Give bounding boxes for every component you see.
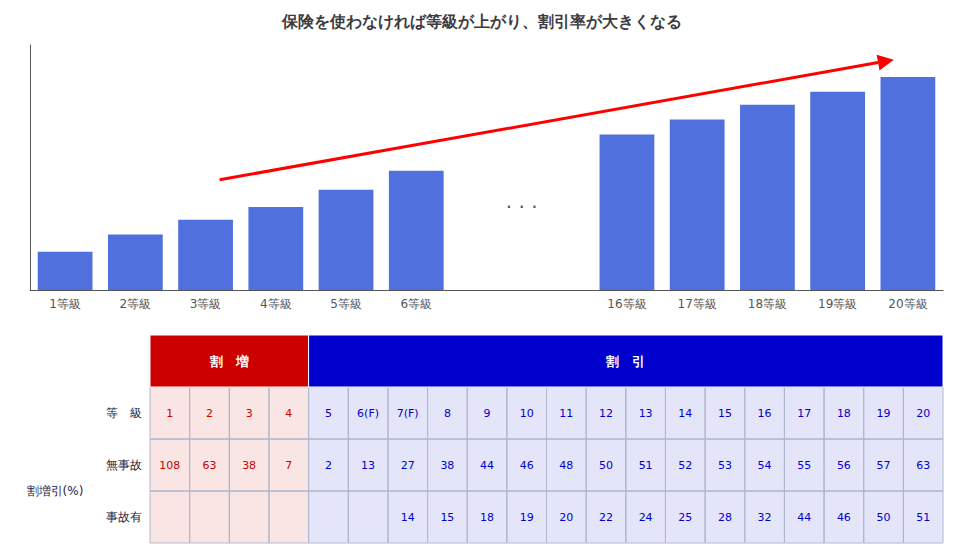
svg-text:保険を使わなければ等級が上がり、割引率が大きくなる: 保険を使わなければ等級が上がり、割引率が大きくなる: [281, 12, 682, 31]
svg-text:事故有: 事故有: [106, 510, 142, 524]
svg-text:17等級: 17等級: [678, 297, 717, 311]
svg-text:13: 13: [639, 407, 653, 420]
svg-text:20等級: 20等級: [888, 297, 927, 311]
svg-text:等 級: 等 級: [106, 406, 142, 420]
svg-text:1: 1: [166, 407, 173, 420]
svg-text:4等級: 4等級: [260, 297, 292, 311]
svg-text:. . .: . . .: [506, 189, 538, 213]
svg-text:5: 5: [325, 407, 332, 420]
svg-text:19等級: 19等級: [818, 297, 857, 311]
svg-text:15: 15: [718, 407, 732, 420]
svg-text:56: 56: [837, 459, 851, 472]
svg-text:7(F): 7(F): [397, 407, 419, 420]
svg-text:10: 10: [520, 407, 534, 420]
svg-text:13: 13: [361, 459, 375, 472]
svg-text:63: 63: [916, 459, 930, 472]
svg-text:51: 51: [639, 459, 653, 472]
svg-text:53: 53: [718, 459, 732, 472]
svg-text:16等級: 16等級: [607, 297, 646, 311]
svg-text:6等級: 6等級: [400, 297, 432, 311]
svg-text:46: 46: [837, 511, 851, 524]
svg-text:18: 18: [837, 407, 851, 420]
svg-text:18: 18: [480, 511, 494, 524]
svg-text:55: 55: [797, 459, 811, 472]
svg-text:27: 27: [401, 459, 415, 472]
svg-text:57: 57: [877, 459, 891, 472]
svg-text:割 引: 割 引: [605, 354, 645, 369]
svg-text:28: 28: [718, 511, 732, 524]
svg-text:8: 8: [444, 407, 451, 420]
svg-text:12: 12: [599, 407, 613, 420]
svg-text:4: 4: [285, 407, 292, 420]
svg-text:14: 14: [678, 407, 692, 420]
svg-text:14: 14: [401, 511, 415, 524]
svg-text:17: 17: [797, 407, 811, 420]
svg-text:52: 52: [678, 459, 692, 472]
svg-text:11: 11: [559, 407, 573, 420]
svg-text:3等級: 3等級: [190, 297, 222, 311]
svg-text:44: 44: [480, 459, 494, 472]
svg-text:19: 19: [520, 511, 534, 524]
svg-text:20: 20: [916, 407, 930, 420]
svg-text:20: 20: [559, 511, 573, 524]
svg-text:割増引(%): 割増引(%): [27, 484, 84, 498]
svg-text:48: 48: [559, 459, 573, 472]
svg-text:38: 38: [440, 459, 454, 472]
svg-text:51: 51: [916, 511, 930, 524]
svg-text:44: 44: [797, 511, 811, 524]
svg-text:6(F): 6(F): [357, 407, 379, 420]
svg-text:108: 108: [159, 459, 180, 472]
svg-text:63: 63: [202, 459, 216, 472]
svg-text:54: 54: [758, 459, 772, 472]
svg-text:50: 50: [877, 511, 891, 524]
svg-text:5等級: 5等級: [330, 297, 362, 311]
svg-text:46: 46: [520, 459, 534, 472]
svg-text:無事故: 無事故: [106, 458, 142, 472]
svg-text:18等級: 18等級: [748, 297, 787, 311]
svg-text:19: 19: [877, 407, 891, 420]
svg-text:16: 16: [758, 407, 772, 420]
svg-text:7: 7: [285, 459, 292, 472]
svg-text:2等級: 2等級: [120, 297, 152, 311]
svg-text:3: 3: [246, 407, 253, 420]
svg-text:2: 2: [325, 459, 332, 472]
svg-text:38: 38: [242, 459, 256, 472]
svg-text:32: 32: [758, 511, 772, 524]
svg-text:1等級: 1等級: [49, 297, 81, 311]
svg-text:割 増: 割 増: [209, 354, 249, 369]
svg-text:15: 15: [440, 511, 454, 524]
svg-text:24: 24: [639, 511, 653, 524]
svg-text:9: 9: [484, 407, 491, 420]
svg-text:50: 50: [599, 459, 613, 472]
svg-text:2: 2: [206, 407, 213, 420]
svg-text:25: 25: [678, 511, 692, 524]
svg-text:22: 22: [599, 511, 613, 524]
